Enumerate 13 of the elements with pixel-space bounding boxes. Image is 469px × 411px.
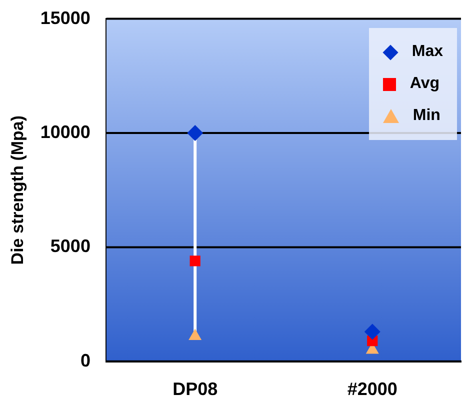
y-tick-label: 10000 (40, 122, 90, 142)
point (364, 324, 380, 340)
x-tick-label: #2000 (347, 379, 398, 400)
y-axis-title: Die strength (Mpa) (8, 115, 27, 265)
point (187, 125, 204, 141)
x-tick-label: DP08 (172, 379, 218, 400)
legend-label: Min (412, 107, 440, 125)
legend-label: Max (412, 43, 443, 61)
y-tick-label: 0 (80, 350, 90, 370)
point (190, 256, 200, 266)
y-tick-label: 5000 (50, 236, 90, 256)
legend-label: Avg (410, 75, 440, 93)
y-tick-label: 15000 (40, 8, 90, 28)
